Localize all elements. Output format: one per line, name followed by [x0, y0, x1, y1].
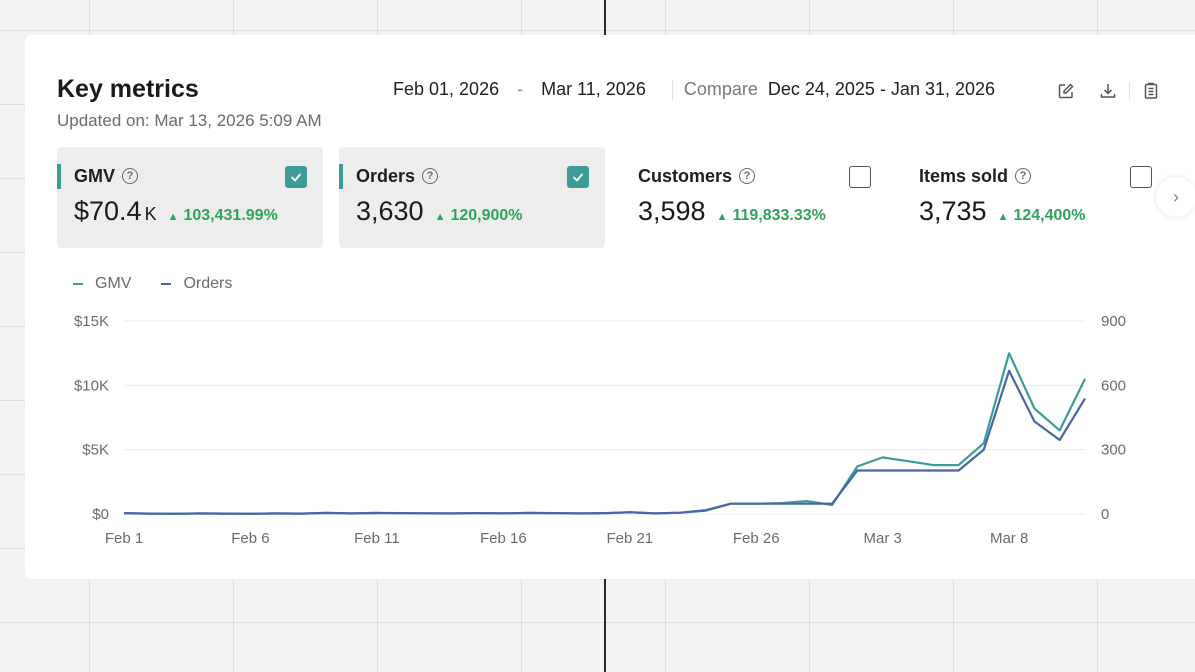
- date-range-picker[interactable]: Feb 01, 2026 - Mar 11, 2026 Compare Dec …: [393, 79, 995, 100]
- metric-value: 3,735: [919, 196, 987, 226]
- question-circle-icon[interactable]: ?: [122, 168, 139, 184]
- toolbar: [1053, 78, 1180, 104]
- date-dash: -: [517, 79, 524, 99]
- checkmark-icon: [573, 173, 583, 182]
- legend-item-orders[interactable]: Orders: [161, 275, 232, 293]
- toolbar-separator: [1129, 82, 1130, 100]
- x-tick-label: Mar 3: [864, 530, 902, 547]
- y-right-tick-label: 0: [1101, 506, 1109, 523]
- y-left-tick-label: $10K: [74, 377, 109, 394]
- metric-delta: ▲ 124,400%: [998, 207, 1086, 225]
- series-line-orders: [123, 369, 1086, 515]
- metric-label: Items sold: [919, 165, 1009, 186]
- page-title: Key metrics: [57, 75, 199, 103]
- metric-card-orders[interactable]: Orders ? 3,630 ▲ 120,900%: [339, 147, 605, 248]
- up-triangle-icon: ▲: [997, 211, 1009, 223]
- date-end[interactable]: Mar 11, 2026: [541, 79, 646, 99]
- metric-color-bar: [339, 164, 343, 189]
- metric-value: 3,598: [638, 196, 706, 226]
- x-tick-label: Feb 6: [231, 530, 269, 547]
- metric-delta: ▲ 119,833.33%: [717, 207, 826, 225]
- metric-checkbox[interactable]: [849, 166, 871, 188]
- legend-label: GMV: [95, 275, 132, 292]
- y-right-tick-label: 900: [1101, 313, 1126, 330]
- metric-checkbox[interactable]: [285, 166, 307, 188]
- x-tick-label: Mar 8: [990, 530, 1028, 547]
- chart-legend: GMV Orders: [73, 275, 262, 293]
- clipboard-icon: [1144, 82, 1158, 99]
- metric-card-items-sold[interactable]: Items sold ? 3,735 ▲ 124,400%: [902, 147, 1168, 248]
- y-left-tick-label: $5K: [82, 442, 109, 459]
- key-metrics-card: Key metrics Updated on: Mar 13, 2026 5:0…: [25, 35, 1195, 579]
- metric-card-gmv[interactable]: GMV ? $70.4 K ▲ 103,431.99%: [57, 147, 323, 248]
- compare-range[interactable]: Dec 24, 2025 - Jan 31, 2026: [767, 79, 996, 99]
- metric-checkbox[interactable]: [567, 166, 589, 188]
- x-tick-label: Feb 11: [354, 530, 400, 547]
- metric-delta-value: 119,833.33%: [732, 207, 826, 224]
- up-triangle-icon: ▲: [434, 211, 446, 223]
- metric-label: Orders: [356, 165, 416, 186]
- y-right-tick-label: 600: [1101, 377, 1126, 394]
- metric-checkbox[interactable]: [1130, 166, 1152, 188]
- question-circle-icon[interactable]: ?: [422, 168, 439, 184]
- y-left-tick-label: $15K: [74, 313, 109, 330]
- metric-value: $70.4: [74, 196, 142, 226]
- edit-icon: [1058, 83, 1074, 99]
- checkmark-icon: [291, 173, 301, 182]
- updated-timestamp: Updated on: Mar 13, 2026 5:09 AM: [57, 111, 322, 130]
- x-tick-label: Feb 1: [105, 530, 143, 547]
- x-tick-label: Feb 26: [733, 530, 780, 547]
- legend-label: Orders: [183, 275, 233, 292]
- y-left-tick-label: $0: [92, 506, 109, 523]
- x-tick-label: Feb 21: [606, 530, 653, 547]
- legend-swatch: [73, 283, 83, 285]
- legend-item-gmv[interactable]: GMV: [73, 275, 131, 293]
- up-triangle-icon: ▲: [716, 211, 728, 223]
- question-circle-icon[interactable]: ?: [1015, 168, 1032, 184]
- metric-color-bar: [57, 164, 61, 189]
- metric-delta: ▲ 120,900%: [435, 207, 523, 225]
- metric-delta-value: 124,400%: [1013, 207, 1086, 224]
- download-button[interactable]: [1095, 78, 1121, 104]
- report-button[interactable]: [1138, 78, 1164, 104]
- date-separator: [671, 79, 673, 100]
- metric-delta-value: 103,431.99%: [183, 207, 278, 224]
- compare-label: Compare: [683, 79, 758, 99]
- question-circle-icon[interactable]: ?: [739, 168, 756, 184]
- date-start[interactable]: Feb 01, 2026: [393, 79, 500, 99]
- up-triangle-icon: ▲: [167, 211, 179, 223]
- chevron-right-icon[interactable]: ›: [1156, 177, 1195, 217]
- metric-value: 3,630: [356, 196, 424, 226]
- series-line-gmv: [123, 352, 1086, 515]
- metric-label: GMV: [74, 165, 116, 186]
- edit-button[interactable]: [1053, 78, 1079, 104]
- metric-delta: ▲ 103,431.99%: [168, 207, 278, 225]
- metric-unit: K: [144, 204, 157, 224]
- x-tick-label: Feb 16: [480, 530, 527, 547]
- metric-label: Customers: [638, 165, 733, 186]
- legend-swatch: [161, 283, 172, 285]
- line-chart: $0 0 $5K 300 $10K 600 $15K 900 Feb 1 Feb 6 Feb 11 F…: [74, 313, 1126, 547]
- metric-delta-value: 120,900%: [450, 207, 523, 224]
- y-right-tick-label: 300: [1101, 442, 1126, 459]
- metric-card-customers[interactable]: Customers ? 3,598 ▲ 119,833.33%: [621, 147, 887, 248]
- download-icon: [1100, 84, 1116, 98]
